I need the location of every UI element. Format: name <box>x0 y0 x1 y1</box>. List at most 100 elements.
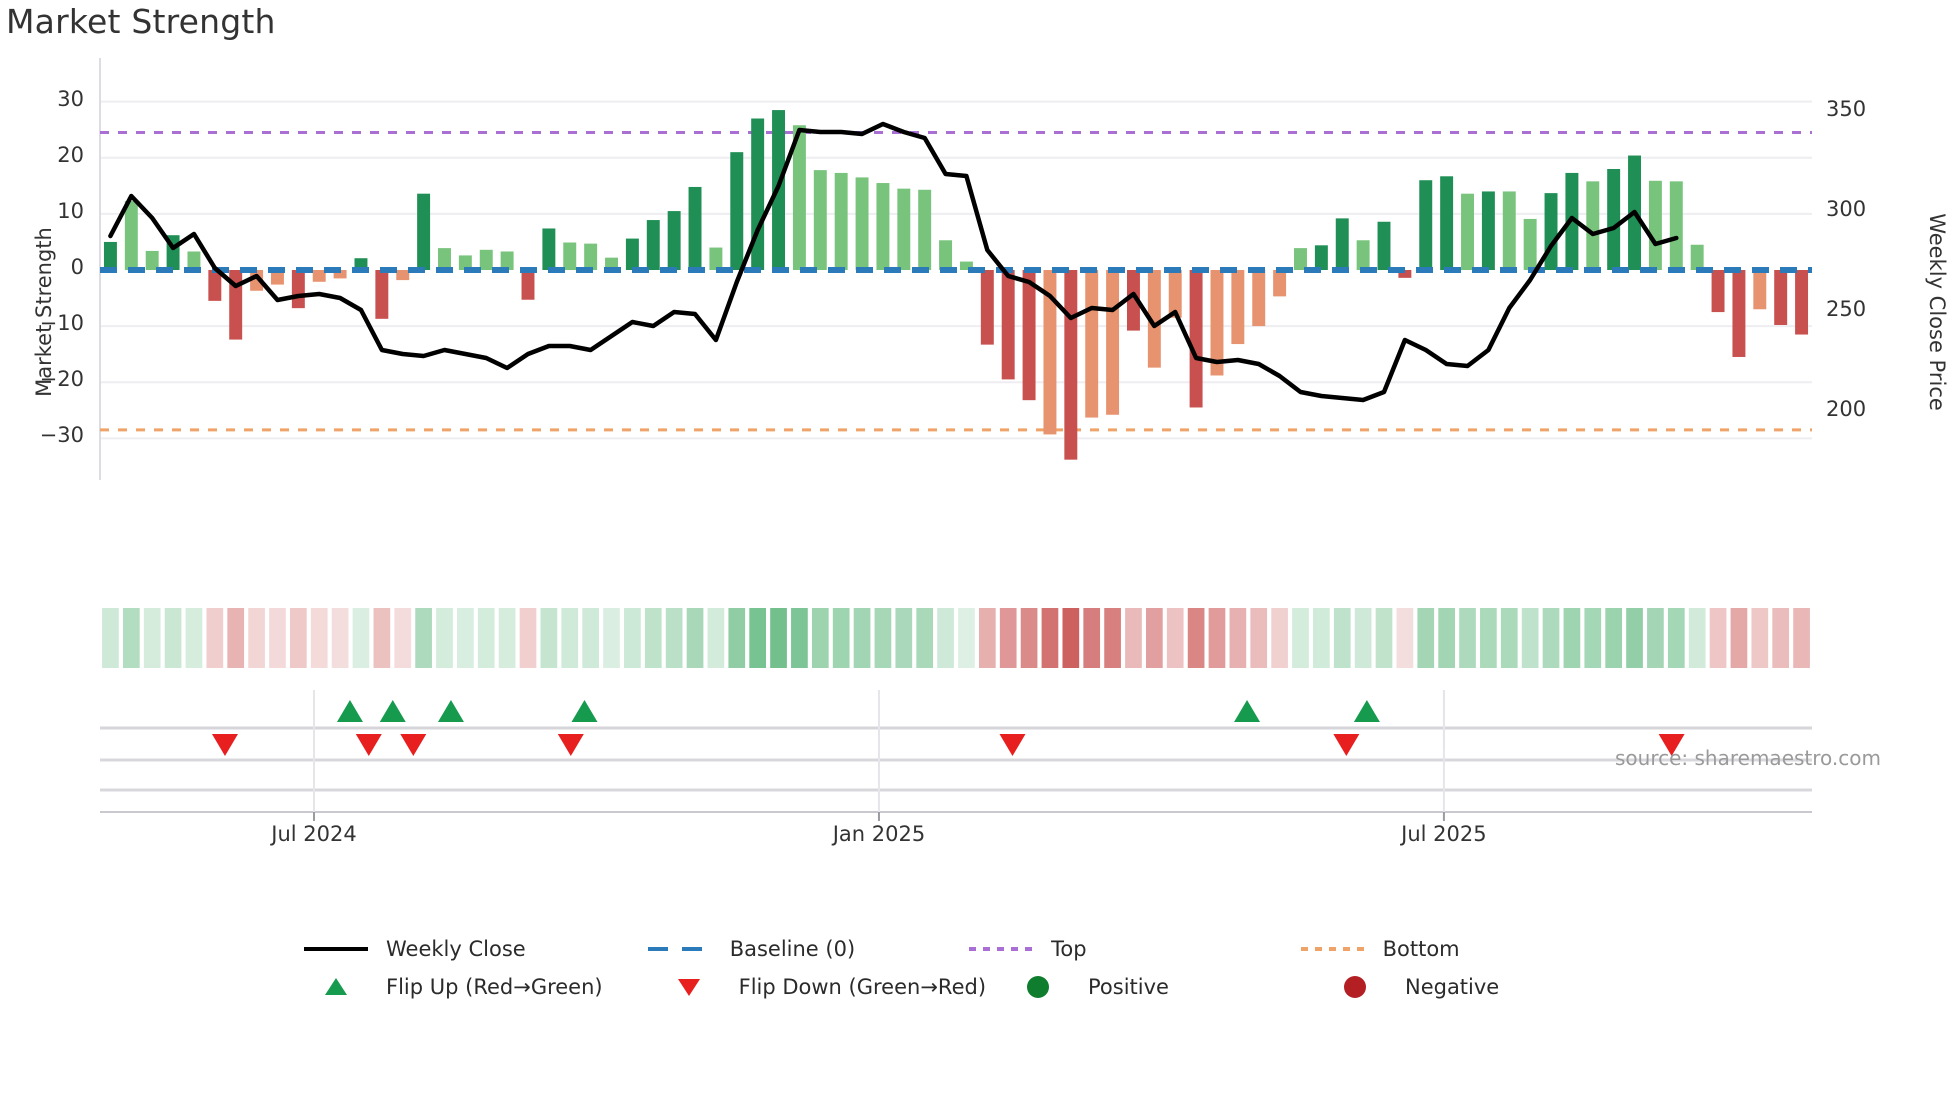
heatmap-cell <box>1521 608 1539 668</box>
strength-bar <box>1398 270 1412 278</box>
strength-bar <box>1377 221 1391 270</box>
heatmap-cell <box>185 608 203 668</box>
heatmap-cell <box>310 608 328 668</box>
y-tick-left-1: −20 <box>39 367 84 392</box>
strength-bar <box>625 238 639 270</box>
y-tick-right-3: 350 <box>1826 97 1867 121</box>
strength-bar <box>1294 248 1307 270</box>
heatmap-cell <box>1020 608 1038 668</box>
heatmap-cell <box>248 608 265 668</box>
strength-bar <box>229 270 243 340</box>
flip-down-marker <box>400 734 427 756</box>
heatmap-cell <box>102 608 119 668</box>
legend-label: Positive <box>1088 975 1169 999</box>
strength-bar <box>1461 193 1474 270</box>
legend-item-top[interactable]: Top <box>965 937 1087 961</box>
heatmap-cell <box>853 608 871 668</box>
strength-bar <box>1064 270 1078 460</box>
heatmap-cell <box>1166 608 1184 668</box>
strength-bar <box>1231 270 1245 345</box>
legend-item-bottom[interactable]: Bottom <box>1297 937 1460 961</box>
legend-label: Top <box>1051 937 1087 961</box>
source-note: source: sharemaestro.com <box>1615 746 1881 770</box>
heatmap-cell <box>1563 608 1581 668</box>
y-tick-left-5: 20 <box>57 142 84 167</box>
y-tick-left-0: −30 <box>39 423 84 448</box>
legend-item-flip-down-green-red[interactable]: Flip Down (Green→Red) <box>653 975 986 999</box>
strength-bar <box>584 243 598 270</box>
flip-down-marker <box>211 734 238 756</box>
strength-bar <box>187 251 201 270</box>
strength-bar <box>1711 270 1725 313</box>
heatmap-cell <box>603 608 620 668</box>
heatmap-cell <box>1626 608 1643 668</box>
legend-label: Weekly Close <box>386 937 526 961</box>
legend-swatch-triangle-up-icon <box>300 975 372 999</box>
strength-bar <box>918 189 932 270</box>
heatmap-cell <box>1605 608 1623 668</box>
legend-swatch-line-dashed-icon <box>644 937 716 961</box>
strength-bar <box>333 270 347 279</box>
legend-swatch-line-dotted-icon <box>1297 937 1369 961</box>
strength-bar <box>396 270 410 281</box>
strength-bar <box>1544 193 1558 270</box>
heatmap-cell <box>1480 608 1497 668</box>
heatmap-cell <box>1229 608 1247 668</box>
strength-bar <box>834 172 848 270</box>
heatmap-cell <box>1667 608 1685 668</box>
legend-label: Bottom <box>1382 937 1460 961</box>
strength-bar <box>1732 270 1746 357</box>
strength-bar <box>1001 270 1015 380</box>
heatmap-cell <box>540 608 558 668</box>
strength-bar <box>876 183 890 270</box>
heatmap-cell <box>1647 608 1664 668</box>
strength-bar <box>1147 270 1161 368</box>
legend-item-baseline-0[interactable]: Baseline (0) <box>644 937 855 961</box>
heatmap-cell <box>1751 608 1769 668</box>
legend-row-markers: Flip Up (Red→Green) Flip Down (Green→Red)… <box>0 968 1960 1006</box>
page-title: Market Strength <box>6 2 276 41</box>
heatmap-cell <box>352 608 370 668</box>
strength-bar <box>667 211 681 270</box>
strength-bar <box>563 242 577 270</box>
strength-bar <box>1189 270 1203 408</box>
heatmap-cell <box>1688 608 1706 668</box>
strength-bar <box>103 241 117 270</box>
heatmap-cell <box>1396 608 1414 668</box>
flip-up-marker <box>1353 700 1380 722</box>
heatmap-cell <box>937 608 954 668</box>
heatmap-cell <box>916 608 934 668</box>
heatmap-cell <box>1292 608 1309 668</box>
flip-down-marker <box>355 734 382 756</box>
heatmap-cell <box>624 608 641 668</box>
heatmap-cell <box>373 608 391 668</box>
legend-swatch-line-dotted-icon <box>965 937 1037 961</box>
strength-bar <box>980 270 994 345</box>
legend-item-weekly-close[interactable]: Weekly Close <box>300 937 526 961</box>
heatmap-cell <box>770 608 787 668</box>
legend-item-negative[interactable]: Negative <box>1319 975 1499 999</box>
heatmap-cell <box>1500 608 1518 668</box>
strength-bar <box>1753 270 1767 310</box>
heatmap-cell <box>1125 608 1142 668</box>
legend-label: Baseline (0) <box>729 937 856 961</box>
x-tick-2: Jul 2025 <box>1401 822 1487 846</box>
strength-bar <box>1022 270 1036 401</box>
heatmap-cell <box>164 608 182 668</box>
legend-item-flip-up-red-green[interactable]: Flip Up (Red→Green) <box>300 975 603 999</box>
strength-bar <box>1586 181 1600 270</box>
flip-down-marker <box>1333 734 1360 756</box>
strength-bar <box>1043 270 1057 435</box>
heatmap-cell <box>644 608 662 668</box>
legend-label: Flip Up (Red→Green) <box>386 975 603 999</box>
heatmap-cell <box>686 608 704 668</box>
strength-bar <box>1502 191 1516 270</box>
strength-bar <box>438 248 451 270</box>
strength-bar <box>500 251 514 270</box>
legend-item-positive[interactable]: Positive <box>1002 975 1169 999</box>
heatmap-cell <box>1375 608 1393 668</box>
weekly-close-line <box>108 121 1679 403</box>
heatmap-cell <box>1208 608 1226 668</box>
strength-bar <box>124 200 138 270</box>
